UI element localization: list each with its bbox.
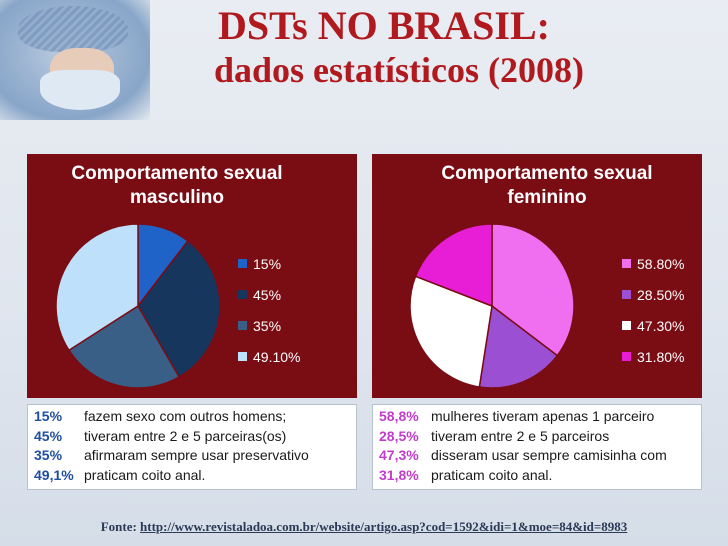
note-row: 31,8% praticam coito anal. — [379, 466, 695, 486]
male-legend-swatch — [238, 290, 247, 299]
male-legend-item-4: 49.10% — [238, 349, 300, 365]
male-legend-item-3: 35% — [238, 318, 281, 334]
title-line-2: dados estatísticos (2008) — [214, 50, 584, 90]
note-text: praticam coito anal. — [84, 466, 206, 483]
male-legend-label: 35% — [253, 318, 282, 334]
source-link[interactable]: http://www.revistaladoa.com.br/website/a… — [140, 519, 628, 534]
note-pct: 31,8% — [379, 466, 419, 483]
female-legend-swatch — [622, 321, 631, 330]
surgeon-photo — [0, 0, 150, 120]
note-pct: 15% — [34, 408, 63, 424]
note-text: mulheres tiveram apenas 1 parceiro — [431, 408, 655, 424]
chart-title-male-line2: masculino — [130, 187, 224, 208]
female-legend-item-3: 47.30% — [622, 318, 684, 334]
male-slice-3 — [67, 304, 181, 389]
female-slice-2 — [478, 304, 559, 389]
female-legend-label: 58.80% — [637, 256, 685, 272]
male-legend-item-2: 45% — [238, 287, 281, 303]
chart-panel-male: Comportamento sexual masculino 15% 45% 35%… — [27, 154, 357, 398]
source-citation: Fonte: http://www.revistaladoa.com.br/we… — [0, 519, 728, 535]
female-legend-swatch — [622, 290, 631, 299]
note-text: fazem sexo com outros homens; — [84, 408, 287, 424]
note-pct: 58,8% — [379, 408, 419, 424]
title-line-1: DSTs NO BRASIL: — [218, 3, 550, 48]
female-slice-3 — [409, 275, 493, 388]
surgical-cap — [18, 6, 128, 52]
note-text: tiveram entre 2 e 5 parceiros — [431, 427, 610, 444]
legend-female: 58.80% 28.50% 47.30% 31.80% — [622, 256, 700, 366]
male-slice-4 — [55, 223, 139, 352]
chart-title-female-line2: feminino — [507, 187, 587, 208]
note-text: praticam coito anal. — [431, 466, 553, 483]
female-legend-swatch — [622, 259, 631, 268]
pie-chart-female — [409, 223, 575, 389]
female-legend-label: 31.80% — [637, 349, 685, 365]
note-text: afirmaram sempre usar preservativo — [84, 447, 309, 463]
female-legend-item-2: 28.50% — [622, 287, 684, 303]
notes-male: 15% fazem sexo com outros homens; 45% tive… — [27, 404, 357, 490]
pie-chart-male — [55, 223, 221, 389]
note-row: 15% fazem sexo com outros homens; — [34, 407, 350, 427]
note-row: 49,1% praticam coito anal. — [34, 466, 350, 486]
chart-panel-female: Comportamento sexual feminino 58.80% 28.5… — [372, 154, 702, 398]
chart-title-female: Comportamento sexual feminino — [392, 162, 702, 210]
female-legend-item-4: 31.80% — [622, 349, 684, 365]
note-pct: 28,5% — [379, 427, 419, 444]
chart-title-male: Comportamento sexual masculino — [27, 162, 327, 210]
note-row: 47,3% disseram usar sempre camisinha com — [379, 446, 695, 466]
note-text: tiveram entre 2 e 5 parceiras(os) — [84, 427, 287, 444]
male-slice-2 — [137, 239, 221, 378]
male-legend-swatch — [238, 321, 247, 330]
female-slice-4 — [414, 223, 493, 308]
note-row: 35% afirmaram sempre usar preservativo — [34, 446, 350, 466]
chart-title-female-line1: Comportamento sexual — [441, 163, 653, 184]
note-row: 28,5% tiveram entre 2 e 5 parceiros — [379, 427, 695, 447]
notes-female: 58,8% mulheres tiveram apenas 1 parceiro … — [372, 404, 702, 490]
female-legend-label: 28.50% — [637, 287, 685, 303]
legend-male: 15% 45% 35% 49.10% — [238, 256, 348, 386]
male-legend-label: 45% — [253, 287, 282, 303]
surgical-mask — [40, 70, 120, 110]
note-pct: 47,3% — [379, 447, 419, 463]
male-legend-label: 15% — [253, 256, 282, 272]
chart-title-male-line1: Comportamento sexual — [71, 163, 283, 184]
note-row: 58,8% mulheres tiveram apenas 1 parceiro — [379, 407, 695, 427]
male-legend-swatch — [238, 259, 247, 268]
female-legend-label: 47.30% — [637, 318, 685, 334]
female-legend-item-1: 58.80% — [622, 256, 684, 272]
note-text: disseram usar sempre camisinha com — [431, 447, 667, 463]
slide-title: DSTs NO BRASIL: dados estatísticos (2008… — [0, 4, 728, 92]
female-legend-swatch — [622, 352, 631, 361]
source-label: Fonte: — [100, 519, 137, 534]
male-legend-item-1: 15% — [238, 256, 281, 272]
note-pct: 35% — [34, 447, 63, 463]
male-legend-label: 49.10% — [253, 349, 301, 365]
male-legend-swatch — [238, 352, 247, 361]
female-slice-1 — [491, 223, 575, 357]
note-row: 45% tiveram entre 2 e 5 parceiras(os) — [34, 427, 350, 447]
note-pct: 49,1% — [34, 466, 74, 483]
note-pct: 45% — [34, 427, 63, 444]
